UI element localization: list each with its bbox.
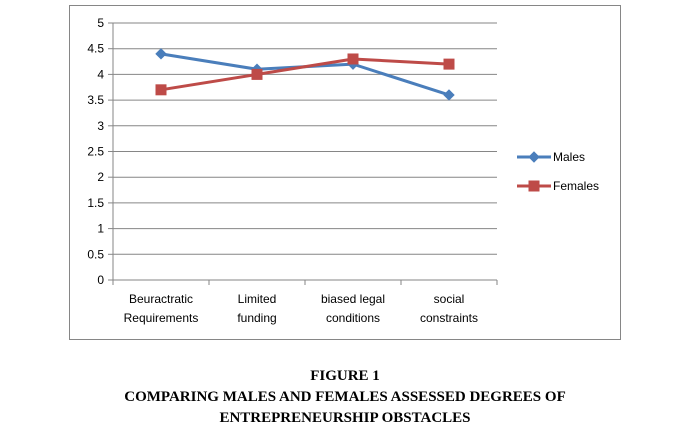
y-tick-label: 3.5: [87, 93, 104, 107]
y-tick-label: 1: [97, 222, 104, 236]
x-tick-labels: Beuractratic Requirements Limited funding bi…: [124, 292, 478, 325]
figure-caption: FIGURE 1 COMPARING MALES AND FEMALES ASS…: [0, 366, 690, 429]
y-tick-label: 4: [97, 67, 104, 81]
y-tick-label: 2.5: [87, 145, 104, 159]
y-tick-label: 3: [97, 119, 104, 133]
data-point-females: [443, 58, 455, 70]
legend-marker-males: [528, 151, 540, 163]
axes: [108, 22, 498, 285]
series-line-females: [160, 57, 450, 92]
series: [155, 48, 455, 101]
data-point-males: [443, 89, 455, 101]
data-point-males: [155, 48, 167, 60]
x-tick-label: biased legal conditions: [321, 292, 385, 325]
figure-title-line-1: COMPARING MALES AND FEMALES ASSESSED DEG…: [124, 389, 566, 405]
legend: Males Females: [517, 150, 599, 193]
figure-title-line-2: ENTREPRENEURSHIP OBSTACLES: [219, 410, 471, 426]
legend-marker-females: [528, 180, 540, 192]
data-point-females: [251, 68, 263, 80]
y-tick-label: 4.5: [87, 42, 104, 56]
figure-label: FIGURE 1: [310, 368, 380, 384]
x-tick-label: Limited funding: [237, 292, 276, 325]
legend-label-females: Females: [553, 179, 599, 193]
data-point-females: [155, 84, 167, 96]
legend-label-males: Males: [553, 150, 585, 164]
y-tick-label: 5: [97, 16, 104, 30]
y-tick-label: 0: [97, 273, 104, 287]
y-tick-label: 0.5: [87, 247, 104, 261]
y-tick-labels: 0 0.5 1 1.5 2 2.5 3 3.5 4 4.5 5: [87, 16, 104, 287]
line-chart: 0 0.5 1 1.5 2 2.5 3 3.5 4 4.5 5 Beuractratic Requir…: [87, 16, 599, 325]
y-tick-label: 2: [97, 170, 104, 184]
y-tick-label: 1.5: [87, 196, 104, 210]
data-point-females: [347, 53, 359, 65]
x-tick-label: Beuractratic Requirements: [124, 292, 199, 325]
x-tick-label: social constraints: [420, 292, 478, 325]
gridlines: [113, 22, 497, 255]
